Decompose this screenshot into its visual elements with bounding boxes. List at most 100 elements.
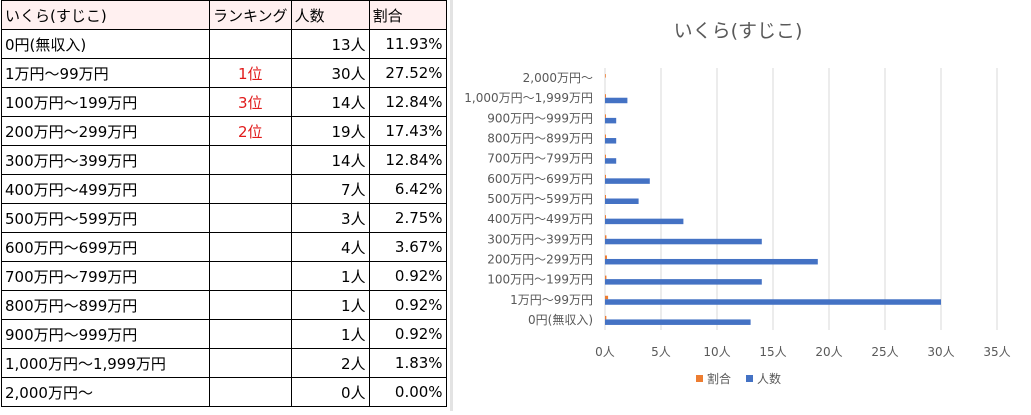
bar-count[interactable] [605,218,684,225]
bar-ratio[interactable] [605,215,606,219]
cell-ranking[interactable]: 1位 [209,58,292,88]
table-row: 400万円〜499万円 7人 6.42% [1,174,447,204]
cell-ranking[interactable] [209,232,292,262]
cell-percent[interactable]: 12.84% [368,87,447,117]
cell-category[interactable]: 0円(無収入) [1,29,210,59]
cell-count[interactable]: 30人 [290,58,370,88]
cell-ranking[interactable] [209,290,292,320]
cell-percent[interactable]: 27.52% [368,58,447,88]
cell-count[interactable]: 2人 [290,348,370,378]
cell-ranking[interactable]: 2位 [209,116,292,146]
cell-category[interactable]: 900万円〜999万円 [1,319,210,349]
cell-ranking[interactable] [209,29,292,59]
cell-count[interactable]: 1人 [290,290,370,320]
x-tick-label: 35人 [983,345,1010,359]
legend-label: 人数 [757,371,781,386]
table-row: 900万円〜999万円 1人 0.92% [1,319,447,349]
bar-count[interactable] [605,279,762,285]
header-count[interactable]: 人数 [290,0,370,30]
bar-ratio[interactable] [605,134,606,139]
x-tick-label: 15人 [759,345,786,359]
cell-count[interactable]: 4人 [290,232,370,262]
cell-category[interactable]: 100万円〜199万円 [1,87,210,117]
cell-category[interactable]: 800万円〜899万円 [1,290,210,320]
cell-ranking[interactable] [209,261,292,291]
header-ranking[interactable]: ランキング [209,0,292,30]
table-row: 100万円〜199万円 3位 14人 12.84% [1,87,447,117]
table-row: 500万円〜599万円 3人 2.75% [1,203,447,233]
bar-ratio[interactable] [605,94,606,98]
cell-count[interactable]: 13人 [290,29,370,59]
cell-percent[interactable]: 6.42% [368,174,447,204]
cell-category[interactable]: 200万円〜299万円 [1,116,210,146]
cell-category[interactable]: 700万円〜799万円 [1,261,210,291]
bar-ratio[interactable] [605,275,607,280]
cell-percent[interactable]: 1.83% [368,348,447,378]
bar-ratio[interactable] [605,174,606,179]
cell-percent[interactable]: 17.43% [368,116,447,146]
cell-percent[interactable]: 12.84% [368,145,447,175]
cell-category[interactable]: 1,000万円〜1,999万円 [1,348,210,378]
cell-category[interactable]: 2,000万円〜 [1,377,210,407]
bar-ratio[interactable] [605,74,606,78]
cell-count[interactable]: 3人 [290,203,370,233]
bar-ratio[interactable] [605,295,609,300]
bar-ratio[interactable] [605,235,607,239]
cell-count[interactable]: 14人 [290,145,370,175]
cell-count[interactable]: 1人 [290,319,370,349]
cell-count[interactable]: 0人 [290,377,370,407]
cell-category[interactable]: 400万円〜499万円 [1,174,210,204]
bar-ratio[interactable] [605,195,606,199]
cell-ranking[interactable] [209,203,292,233]
table-header-row: いくら(すじこ) ランキング 人数 割合 [1,0,447,30]
bar-count[interactable] [605,319,751,325]
bar-count[interactable] [605,258,818,265]
cell-category[interactable]: 1万円〜99万円 [1,58,210,88]
cell-percent[interactable]: 0.92% [368,261,447,291]
chart-title: いくら(すじこ) [674,20,803,42]
bar-ratio[interactable] [605,255,607,259]
bar-count[interactable] [605,97,628,104]
cell-percent[interactable]: 0.92% [368,319,447,349]
cell-percent[interactable]: 3.67% [368,232,447,262]
cell-percent[interactable]: 2.75% [368,203,447,233]
bar-count[interactable] [605,138,617,144]
cell-count[interactable]: 19人 [290,116,370,146]
cell-percent[interactable]: 0.92% [368,290,447,320]
table-row: 0円(無収入) 13人 11.93% [1,29,447,59]
cell-category[interactable]: 600万円〜699万円 [1,232,210,262]
legend-swatch [746,375,753,382]
cell-percent[interactable]: 0.00% [368,377,447,407]
cell-ranking[interactable]: 3位 [209,87,292,117]
cell-ranking[interactable] [209,145,292,175]
bar-count[interactable] [605,117,617,124]
cell-ranking[interactable] [209,319,292,349]
cell-category[interactable]: 300万円〜399万円 [1,145,210,175]
cell-count[interactable]: 1人 [290,261,370,291]
cell-ranking[interactable] [209,348,292,378]
cell-category[interactable]: 500万円〜599万円 [1,203,210,233]
bar-count[interactable] [605,158,617,164]
bar-count[interactable] [605,198,639,205]
table-row: 2,000万円〜 0人 0.00% [1,377,447,407]
cell-ranking[interactable] [209,174,292,204]
x-tick-label: 20人 [815,345,842,359]
bar-ratio[interactable] [605,315,607,320]
cell-count[interactable]: 14人 [290,87,370,117]
x-axis-labels: 0人 5人 10人 15人 20人 25人 30人 35人 [595,345,1010,359]
bar-count[interactable] [605,178,650,184]
legend-swatch [696,375,703,382]
table-row: 800万円〜899万円 1人 0.92% [1,290,447,320]
bar-count[interactable] [605,238,762,245]
y-category-label: 200万円〜299万円 [487,252,593,266]
cell-ranking[interactable] [209,377,292,407]
bar-ratio[interactable] [605,154,606,159]
cell-percent[interactable]: 11.93% [368,29,447,59]
cell-count[interactable]: 7人 [290,174,370,204]
bar-count[interactable] [605,299,941,305]
y-category-label: 0円(無収入) [528,312,593,327]
header-percent[interactable]: 割合 [368,0,447,30]
bar-ratio[interactable] [605,114,606,118]
legend-label: 割合 [707,371,731,386]
header-category[interactable]: いくら(すじこ) [1,0,210,30]
